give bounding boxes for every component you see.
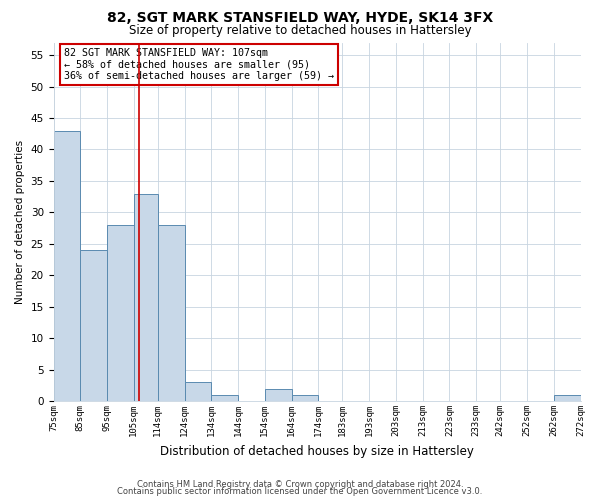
Bar xyxy=(158,225,185,401)
Bar xyxy=(265,388,292,401)
Text: 82, SGT MARK STANSFIELD WAY, HYDE, SK14 3FX: 82, SGT MARK STANSFIELD WAY, HYDE, SK14 … xyxy=(107,11,493,25)
Bar xyxy=(107,225,134,401)
X-axis label: Distribution of detached houses by size in Hattersley: Distribution of detached houses by size … xyxy=(160,444,474,458)
Text: Contains HM Land Registry data © Crown copyright and database right 2024.: Contains HM Land Registry data © Crown c… xyxy=(137,480,463,489)
Text: Contains public sector information licensed under the Open Government Licence v3: Contains public sector information licen… xyxy=(118,487,482,496)
Text: 82 SGT MARK STANSFIELD WAY: 107sqm
← 58% of detached houses are smaller (95)
36%: 82 SGT MARK STANSFIELD WAY: 107sqm ← 58%… xyxy=(64,48,334,81)
Y-axis label: Number of detached properties: Number of detached properties xyxy=(15,140,25,304)
Bar xyxy=(292,395,319,401)
Bar xyxy=(134,194,158,401)
Bar xyxy=(185,382,211,401)
Bar xyxy=(211,395,238,401)
Bar xyxy=(53,130,80,401)
Bar xyxy=(554,395,581,401)
Bar xyxy=(80,250,107,401)
Text: Size of property relative to detached houses in Hattersley: Size of property relative to detached ho… xyxy=(128,24,472,37)
